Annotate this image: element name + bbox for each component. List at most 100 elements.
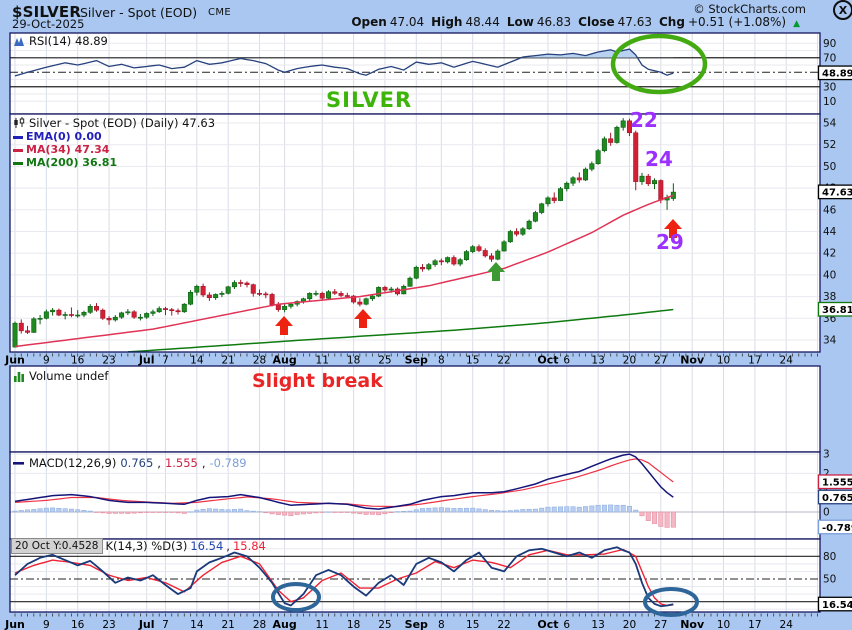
- trend-arrow: [487, 262, 505, 281]
- svg-text:1.555: 1.555: [822, 478, 852, 489]
- svg-text:8: 8: [438, 355, 445, 367]
- svg-text:11: 11: [316, 619, 329, 630]
- svg-text:16: 16: [71, 355, 85, 367]
- ma34-legend: MA(34) 47.34: [13, 143, 109, 156]
- svg-text:16.54: 16.54: [822, 600, 852, 611]
- macd-legend-name: MACD(12,26,9): [29, 456, 117, 470]
- svg-text:46: 46: [823, 204, 837, 216]
- svg-text:Sep: Sep: [405, 354, 428, 367]
- macd-hist-value: -0.789: [209, 456, 247, 470]
- svg-text:18: 18: [347, 619, 360, 630]
- svg-text:10: 10: [823, 96, 836, 108]
- volume-legend-text: Volume undef: [29, 369, 109, 383]
- svg-text:25: 25: [378, 355, 391, 367]
- open-value: 47.04: [389, 15, 425, 29]
- trend-arrow: [664, 219, 682, 238]
- svg-text:Nov: Nov: [680, 354, 705, 367]
- volume-bars-icon: [13, 370, 25, 382]
- peak-label-22: 22: [630, 108, 658, 132]
- svg-text:Sep: Sep: [405, 618, 428, 630]
- svg-text:10: 10: [717, 355, 730, 367]
- svg-text:0: 0: [823, 507, 830, 519]
- volume-legend: Volume undef: [13, 369, 108, 383]
- high-label: High: [431, 15, 463, 29]
- low-value: 46.83: [536, 15, 572, 29]
- svg-text:28: 28: [253, 355, 266, 367]
- svg-text:9: 9: [43, 355, 50, 367]
- svg-text:80: 80: [823, 551, 836, 563]
- chg-value: +0.51 (+1.08%): [687, 15, 787, 29]
- svg-text:10: 10: [717, 619, 730, 630]
- price-legend: Silver - Spot (EOD) (Daily) 47.63: [13, 116, 215, 130]
- svg-text:42: 42: [823, 248, 836, 260]
- rsi-breakdown-circle: [610, 33, 708, 95]
- stoch-d-value: 15.84: [232, 539, 266, 553]
- svg-text:36.81: 36.81: [822, 305, 852, 316]
- line-indicator-icon: [13, 459, 25, 467]
- rsi-legend: RSI(14) 48.89: [13, 34, 108, 48]
- rsi-legend-text: RSI(14) 48.89: [29, 34, 108, 48]
- svg-text:Jul: Jul: [138, 354, 155, 367]
- stoch-oversold-circle-1: [271, 582, 321, 612]
- ticker-symbol: $SILVER: [12, 3, 82, 21]
- close-chart-button[interactable]: X: [833, 0, 852, 20]
- macd-signal-value: 1.555: [164, 456, 198, 470]
- ma200-legend: MA(200) 36.81: [13, 156, 117, 169]
- svg-text:16: 16: [71, 619, 85, 630]
- svg-text:7: 7: [162, 355, 169, 367]
- ma200-line-swatch: [13, 161, 23, 165]
- svg-text:Oct: Oct: [537, 618, 558, 630]
- macd-legend: MACD(12,26,9) 0.765, 1.555, -0.789: [13, 456, 247, 470]
- high-value: 48.44: [465, 15, 500, 29]
- stoch-k-value: 16.54: [190, 539, 224, 553]
- svg-text:52: 52: [823, 139, 836, 151]
- svg-text:Nov: Nov: [680, 618, 705, 630]
- svg-text:24: 24: [780, 619, 794, 630]
- crosshair-tooltip: 20 Oct Y:0.4528: [11, 538, 103, 554]
- svg-text:34: 34: [823, 335, 837, 347]
- svg-text:50: 50: [823, 574, 836, 586]
- svg-text:27: 27: [654, 619, 667, 630]
- ma34-legend-text: MA(34) 47.34: [26, 143, 110, 156]
- svg-text:15: 15: [466, 619, 479, 630]
- up-triangle-icon: ▲: [793, 19, 800, 29]
- stoch-sep: ,: [226, 539, 230, 553]
- exchange-label: CME: [208, 7, 232, 18]
- svg-text:47.63: 47.63: [822, 188, 852, 199]
- svg-text:70: 70: [823, 52, 836, 64]
- stoch-legend: 20 Oct Y:0.4528 K(14,3) %D(3) 16.54, 15.…: [11, 538, 266, 554]
- svg-text:Jun: Jun: [4, 354, 25, 367]
- chg-label: Chg: [658, 15, 685, 29]
- trend-arrow: [354, 309, 372, 328]
- candlestick-icon: [13, 117, 25, 129]
- peak-label-24: 24: [645, 147, 673, 171]
- svg-text:7: 7: [162, 619, 169, 630]
- svg-text:50: 50: [823, 161, 836, 173]
- svg-text:-0.789: -0.789: [822, 523, 852, 534]
- ohlc-readout: Open 47.04 High 48.44 Low 46.83 Close 47.63 …: [351, 15, 800, 29]
- svg-text:28: 28: [253, 619, 266, 630]
- svg-text:13: 13: [591, 355, 604, 367]
- svg-text:9: 9: [43, 619, 50, 630]
- svg-text:23: 23: [102, 619, 115, 630]
- close-value: 47.63: [617, 15, 652, 29]
- svg-text:24: 24: [780, 355, 794, 367]
- svg-text:Jul: Jul: [138, 618, 155, 630]
- svg-text:20: 20: [623, 619, 636, 630]
- ema-line-swatch: [13, 135, 23, 139]
- svg-text:25: 25: [378, 619, 391, 630]
- instrument-name: Silver - Spot (EOD): [80, 5, 198, 20]
- svg-text:17: 17: [748, 619, 761, 630]
- svg-text:17: 17: [748, 355, 761, 367]
- close-label: Close: [578, 15, 615, 29]
- svg-text:Jun: Jun: [4, 618, 25, 630]
- ma34-line-swatch: [13, 148, 23, 152]
- stoch-legend-name: K(14,3) %D(3): [105, 539, 188, 553]
- svg-text:13: 13: [591, 619, 604, 630]
- svg-text:18: 18: [347, 355, 360, 367]
- svg-text:8: 8: [438, 619, 445, 630]
- svg-text:Aug: Aug: [273, 618, 297, 630]
- ema-legend-text: EMA(0) 0.00: [26, 130, 102, 143]
